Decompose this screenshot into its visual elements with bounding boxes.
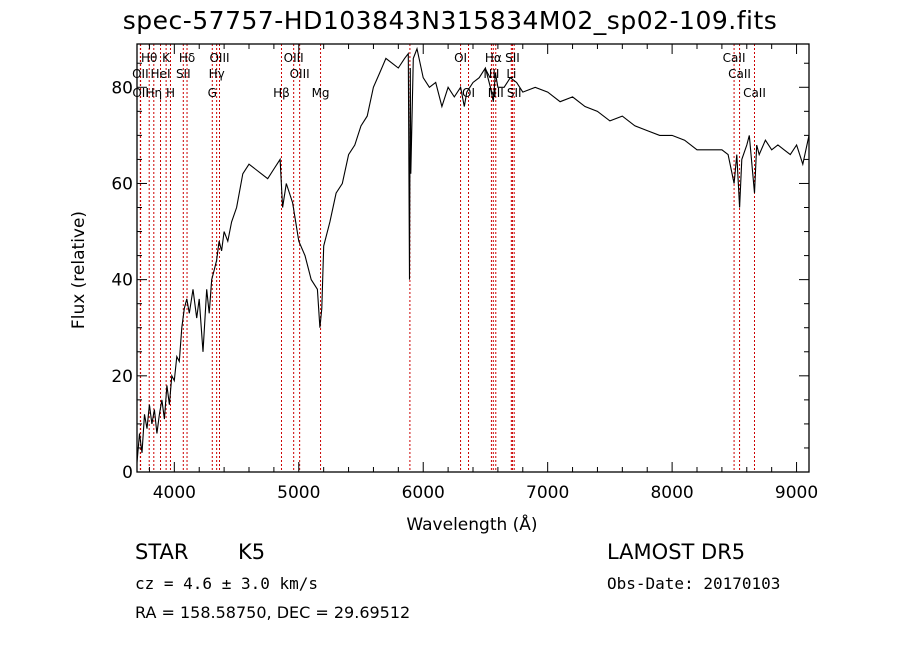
- line-label: SII: [505, 51, 520, 65]
- object-class: STAR: [135, 540, 189, 564]
- line-label: G: [208, 86, 217, 100]
- y-tick-label: 80: [111, 78, 133, 98]
- x-tick-label: 5000: [277, 483, 320, 503]
- line-label: NII: [483, 67, 499, 81]
- line-label: OII: [132, 67, 149, 81]
- y-tick-label: 0: [122, 463, 133, 483]
- observation-date: Obs-Date: 20170103: [607, 574, 781, 593]
- line-label: OI: [454, 51, 467, 65]
- line-label: OII: [132, 86, 149, 100]
- line-label: OIII: [209, 51, 229, 65]
- spectrum-line: [136, 46, 810, 463]
- line-label: OI: [462, 86, 475, 100]
- line-label: OIII: [284, 51, 304, 65]
- line-label: CaII: [728, 67, 751, 81]
- line-label: Hη: [145, 86, 162, 100]
- line-label: Hθ: [141, 51, 157, 65]
- line-label: Hα: [485, 51, 502, 65]
- line-label: NII: [488, 86, 504, 100]
- x-tick-label: 7000: [526, 483, 569, 503]
- y-axis-label: Flux (relative): [69, 211, 89, 329]
- spectral-line-markers: [139, 44, 755, 472]
- chart-title: spec-57757-HD103843N315834M02_sp02-109.f…: [122, 6, 778, 35]
- redshift-cz: cz = 4.6 ± 3.0 km/s: [135, 574, 319, 593]
- line-label: Hδ: [179, 51, 195, 65]
- x-tick-label: 9000: [775, 483, 818, 503]
- y-tick-label: 20: [111, 367, 133, 387]
- line-label: SII: [507, 86, 522, 100]
- line-label: OIII: [290, 67, 310, 81]
- line-label: H: [166, 86, 175, 100]
- plot-frame: [136, 43, 810, 473]
- x-axis-label: Wavelength (Å): [406, 513, 537, 535]
- y-tick-label: 60: [111, 174, 133, 194]
- y-tick-label: 40: [111, 271, 133, 291]
- line-label: HeI: [151, 67, 171, 81]
- line-label: SII: [176, 67, 191, 81]
- x-tick-label: 8000: [650, 483, 693, 503]
- x-tick-label: 6000: [402, 483, 445, 503]
- x-tick-label: 4000: [153, 483, 196, 503]
- survey-name: LAMOST DR5: [607, 540, 746, 564]
- axis-ticks: 4000 5000 6000 7000 8000 9000 0 20 40 60 80: [111, 44, 818, 503]
- object-subclass: K5: [238, 540, 266, 564]
- coordinates: RA = 158.58750, DEC = 29.69512: [135, 603, 411, 622]
- line-label: Li: [506, 67, 516, 81]
- line-label: Hγ: [209, 67, 225, 81]
- line-label: Hβ: [273, 86, 290, 100]
- line-label: CaII: [723, 51, 746, 65]
- line-label: CaII: [743, 86, 766, 100]
- line-label: Mg: [312, 86, 330, 100]
- line-label: K: [162, 51, 171, 65]
